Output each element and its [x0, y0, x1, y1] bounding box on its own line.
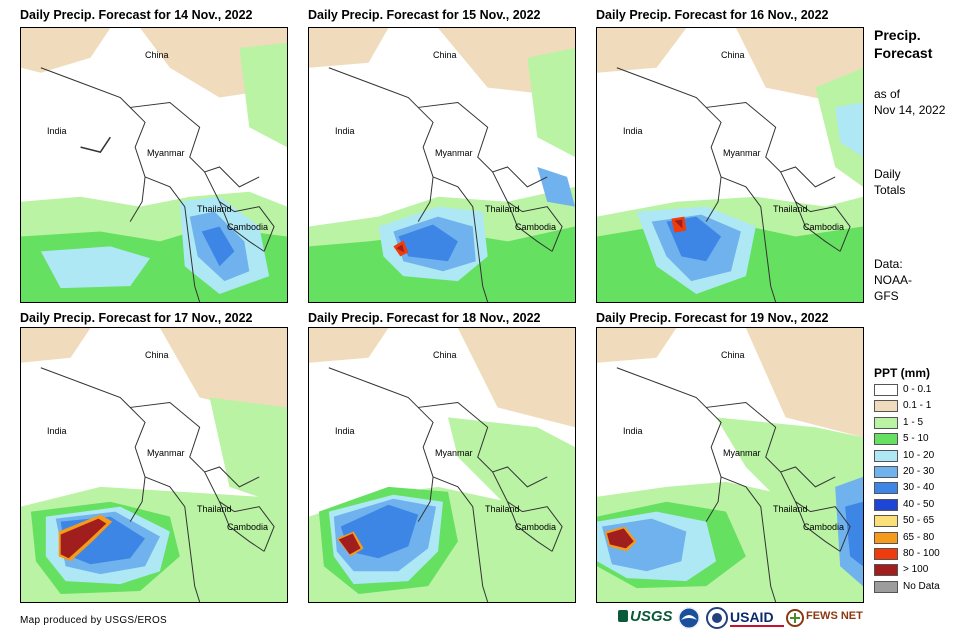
label-india: India [335, 426, 355, 436]
legend-swatch [874, 400, 898, 413]
daily-totals-text: Daily Totals [874, 166, 905, 198]
map-panel-16-nov: China India Myanmar Thailand Cambodia [596, 27, 864, 303]
map-panel-18-nov: China India Myanmar Thailand Cambodia [308, 327, 576, 603]
label-cambodia: Cambodia [515, 222, 557, 232]
map-panel-19-nov: China India Myanmar Thailand Cambodia [596, 327, 864, 603]
legend-label: 50 - 65 [903, 515, 935, 527]
label-myanmar: Myanmar [435, 448, 473, 458]
usaid-wordmark: USAID [730, 609, 774, 625]
legend-swatch [874, 449, 898, 462]
legend-label: No Data [903, 580, 940, 592]
as-of-text: as of Nov 14, 2022 [874, 86, 945, 118]
label-myanmar: Myanmar [435, 148, 473, 158]
as-of-line2: Nov 14, 2022 [874, 103, 946, 117]
data-line3: GFS [874, 289, 899, 303]
legend-swatch [874, 515, 898, 528]
sidebar-title-line2: Forecast [874, 45, 933, 61]
legend-swatch [874, 482, 898, 495]
precip-map [597, 28, 863, 302]
data-line2: NOAA- [874, 273, 913, 287]
credit-text: Map produced by USGS/EROS [20, 615, 168, 626]
legend-swatch [874, 531, 898, 544]
label-thailand: Thailand [773, 204, 808, 214]
legend-label: 0.1 - 1 [903, 400, 932, 412]
label-india: India [623, 426, 643, 436]
label-china: China [721, 350, 745, 360]
precip-map [309, 28, 575, 302]
daily-line1: Daily [874, 167, 901, 181]
legend-label: > 100 [903, 564, 929, 576]
label-cambodia: Cambodia [803, 222, 845, 232]
label-thailand: Thailand [485, 504, 520, 514]
daily-line2: Totals [874, 183, 906, 197]
panel-title-18-nov: Daily Precip. Forecast for 18 Nov., 2022 [308, 311, 541, 325]
map-panel-14-nov: China India Myanmar Thailand Cambodia [20, 27, 288, 303]
label-china: China [145, 50, 169, 60]
label-thailand: Thailand [197, 204, 232, 214]
label-myanmar: Myanmar [723, 448, 761, 458]
legend-label: 20 - 30 [903, 466, 935, 477]
noaa-logo [678, 606, 700, 632]
label-china: China [433, 50, 457, 60]
label-india: India [47, 126, 67, 136]
label-india: India [623, 126, 643, 136]
label-cambodia: Cambodia [803, 522, 845, 532]
legend-swatch [874, 564, 898, 577]
panel-title-19-nov: Daily Precip. Forecast for 19 Nov., 2022 [596, 311, 829, 325]
label-thailand: Thailand [197, 504, 232, 514]
legend-title: PPT (mm) [874, 366, 931, 380]
legend-label: 1 - 5 [903, 416, 924, 428]
panel-title-15-nov: Daily Precip. Forecast for 15 Nov., 2022 [308, 8, 541, 22]
label-cambodia: Cambodia [227, 222, 269, 232]
legend-swatch [874, 548, 898, 560]
legend-label: 30 - 40 [903, 482, 935, 494]
fewsnet-logo: FEWS NET [786, 606, 863, 632]
label-myanmar: Myanmar [147, 448, 185, 458]
label-india: India [335, 126, 355, 136]
label-myanmar: Myanmar [147, 148, 185, 158]
panel-title-17-nov: Daily Precip. Forecast for 17 Nov., 2022 [20, 311, 253, 325]
legend-swatch [874, 580, 898, 593]
label-thailand: Thailand [773, 504, 808, 514]
legend-label: 5 - 10 [903, 433, 929, 445]
legend-swatch [874, 498, 898, 511]
legend-label: 0 - 0.1 [903, 384, 932, 395]
label-cambodia: Cambodia [515, 522, 557, 532]
label-myanmar: Myanmar [723, 148, 761, 158]
data-line1: Data: [874, 257, 903, 271]
legend-label: 10 - 20 [903, 449, 935, 461]
as-of-line1: as of [874, 87, 901, 101]
panel-title-16-nov: Daily Precip. Forecast for 16 Nov., 2022 [596, 8, 829, 22]
map-panel-17-nov: China India Myanmar Thailand Cambodia [20, 327, 288, 603]
legend-swatch [874, 384, 898, 396]
fewsnet-wordmark: FEWS NET [806, 610, 863, 622]
precip-map [21, 328, 287, 602]
precip-map [597, 328, 863, 602]
seal-logo [706, 606, 728, 632]
panel-title-14-nov: Daily Precip. Forecast for 14 Nov., 2022 [20, 8, 253, 22]
label-cambodia: Cambodia [227, 522, 269, 532]
sidebar-title-line1: Precip. [874, 27, 921, 43]
usgs-wordmark: USGS [630, 608, 673, 625]
label-china: China [721, 50, 745, 60]
legend-label: 65 - 80 [903, 531, 935, 543]
label-china: China [145, 350, 169, 360]
sidebar-title: Precip. Forecast [874, 26, 932, 62]
label-china: China [433, 350, 457, 360]
label-thailand: Thailand [485, 204, 520, 214]
legend-swatch [874, 466, 898, 478]
precip-map [309, 328, 575, 602]
precip-map [21, 28, 287, 302]
label-india: India [47, 426, 67, 436]
data-source-text: Data: NOAA- GFS [874, 256, 912, 304]
legend-swatch [874, 433, 898, 446]
usgs-logo: USGS [618, 606, 676, 632]
map-panel-15-nov: China India Myanmar Thailand Cambodia [308, 27, 576, 303]
legend-label: 80 - 100 [903, 548, 940, 559]
legend-label: 40 - 50 [903, 498, 935, 510]
usaid-logo: USAID [730, 606, 786, 632]
legend-swatch [874, 416, 898, 429]
